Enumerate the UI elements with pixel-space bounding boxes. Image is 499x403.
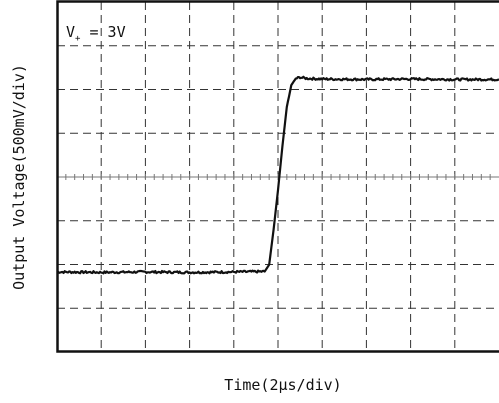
supply-voltage-annotation: V+ = 3V xyxy=(66,23,126,44)
output-voltage-trace xyxy=(56,75,499,275)
plot-frame xyxy=(56,0,499,353)
x-axis-label: Time(2µs/div) xyxy=(224,376,341,394)
y-axis-label: Output Voltage(500mV/div) xyxy=(10,64,28,290)
